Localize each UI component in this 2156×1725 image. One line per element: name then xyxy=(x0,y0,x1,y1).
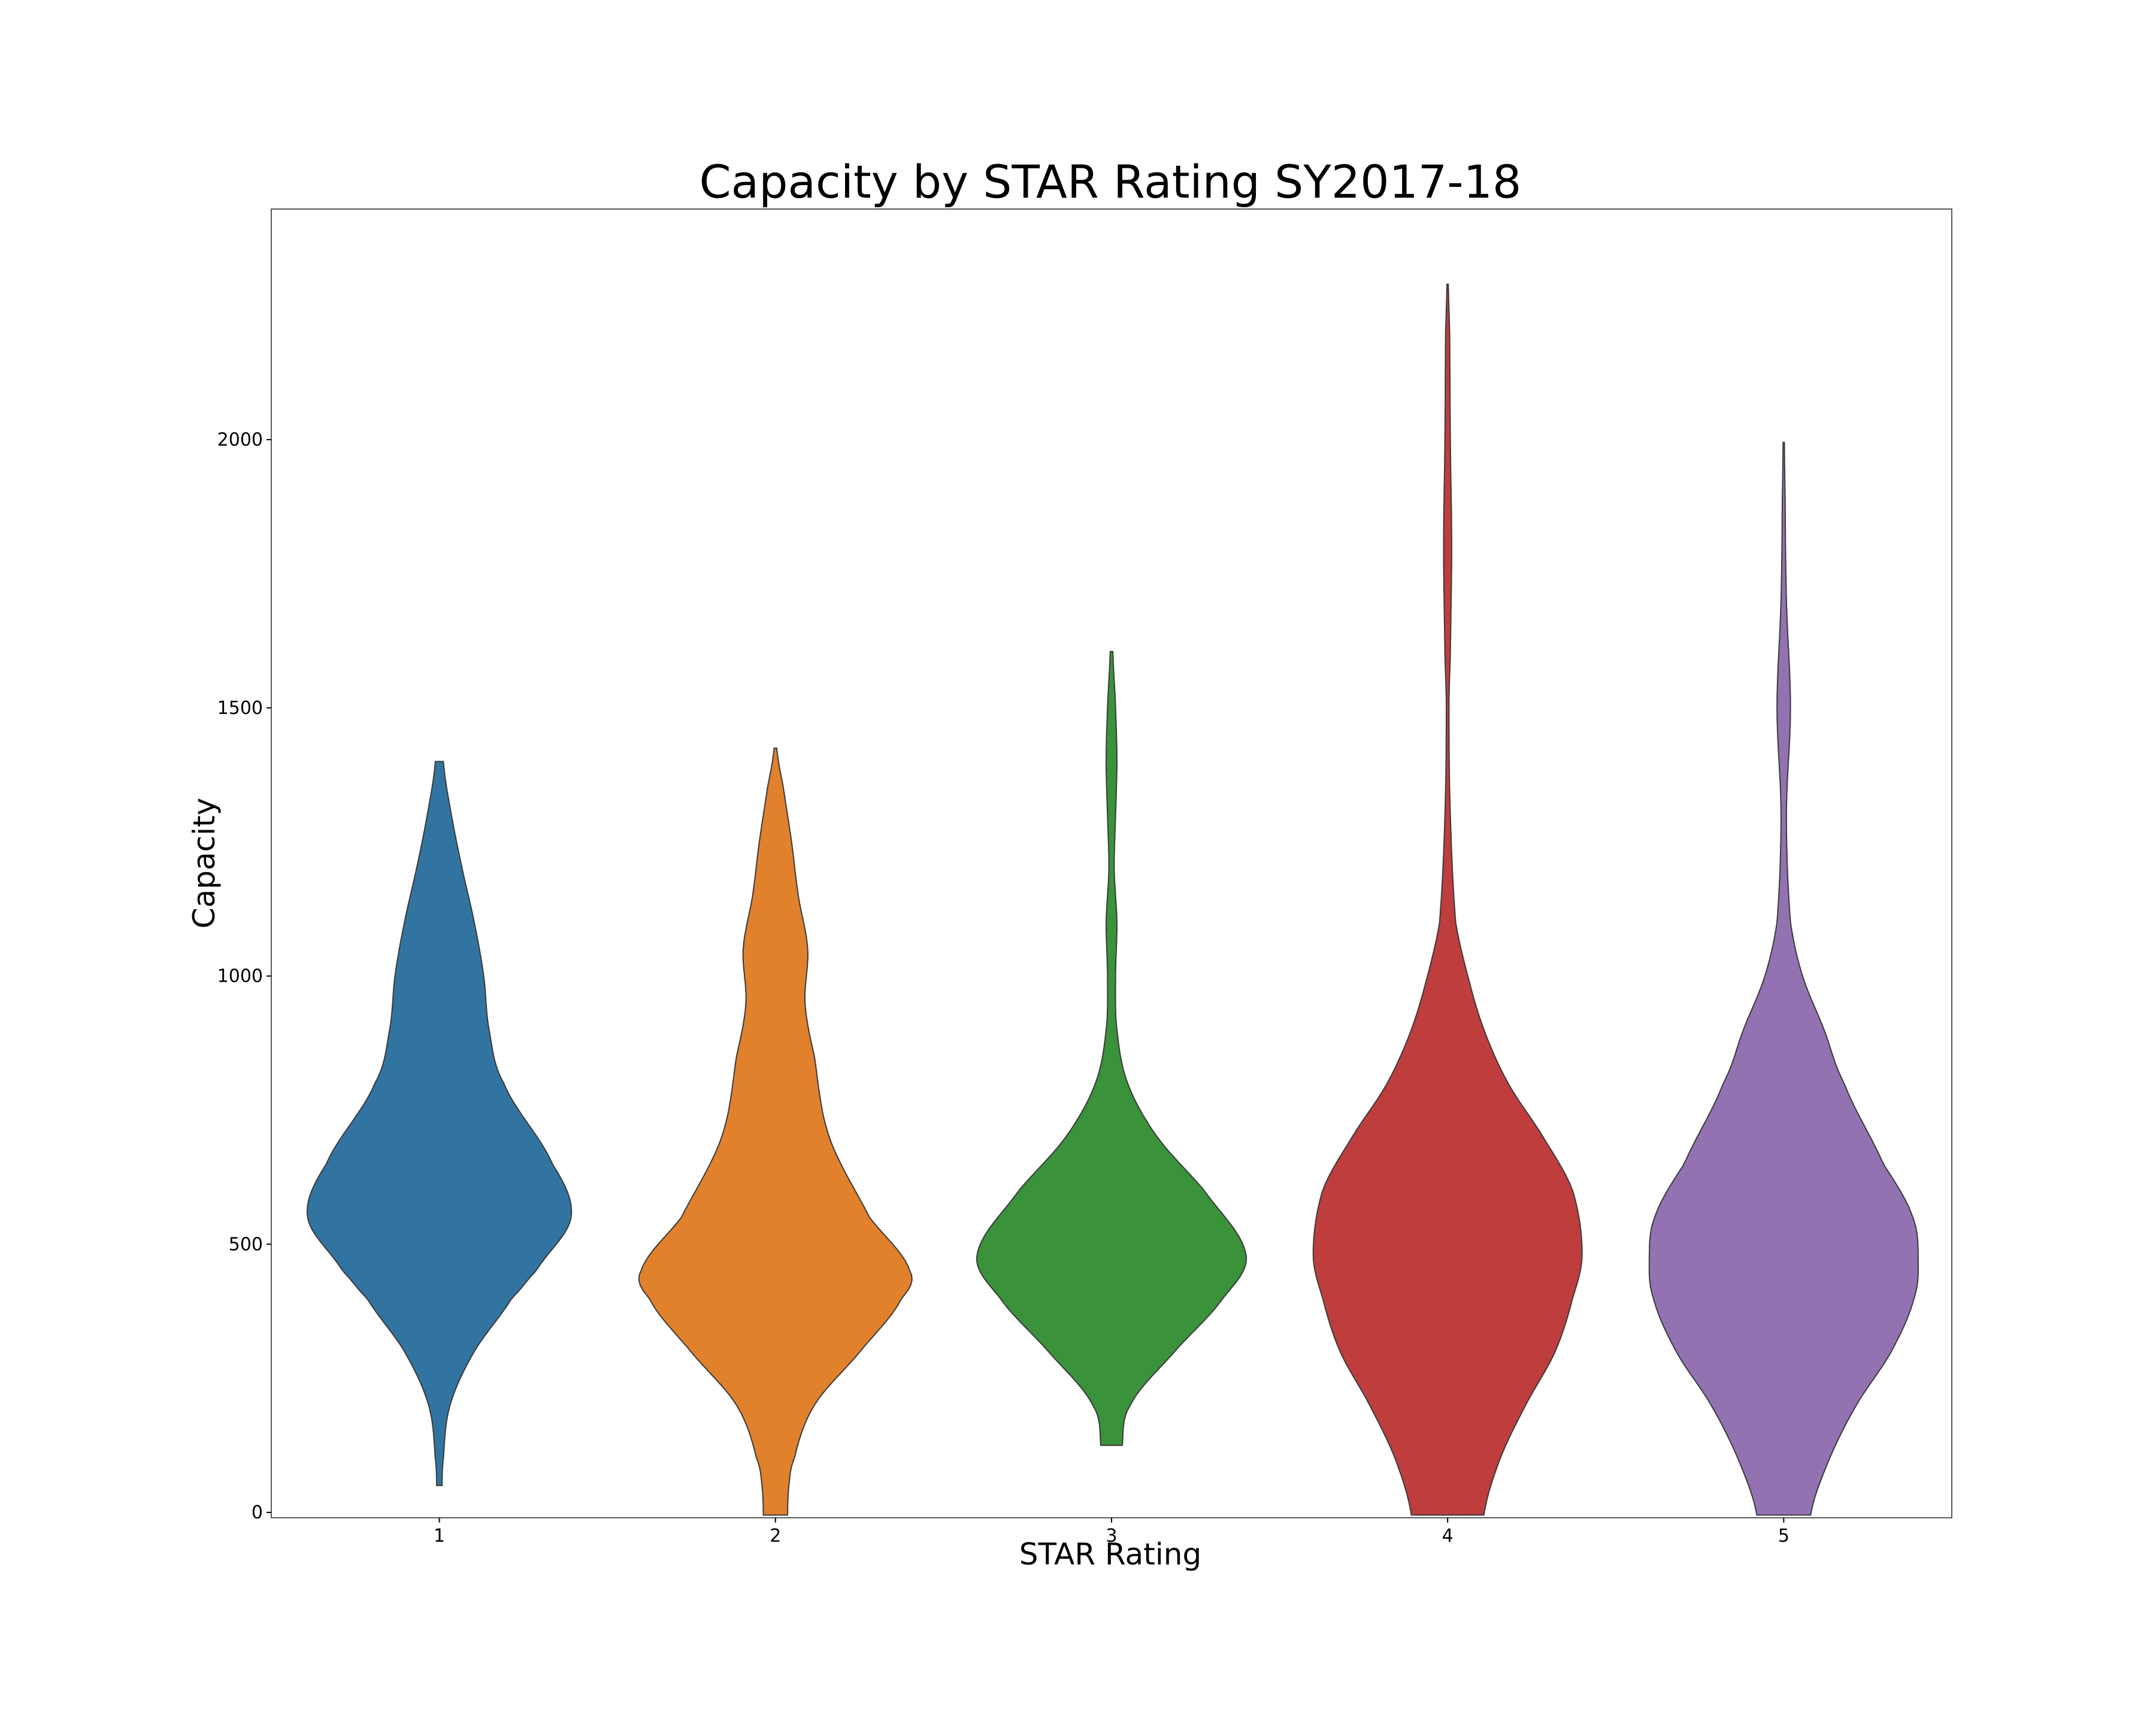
violin-group xyxy=(307,283,1919,1516)
violin-rating-2 xyxy=(638,748,913,1516)
x-axis-label: STAR Rating xyxy=(1019,1537,1201,1572)
violin-rating-5 xyxy=(1648,441,1919,1516)
violin-rating-4 xyxy=(1312,283,1583,1516)
x-axis-ticks: 1 2 3 4 5 xyxy=(434,1518,1789,1547)
y-tick-label: 0 xyxy=(252,1502,263,1523)
y-axis-ticks: 0 500 1000 1500 2000 xyxy=(217,429,271,1523)
y-tick-label: 500 xyxy=(229,1234,263,1255)
violin-rating-1 xyxy=(307,761,573,1487)
y-tick-label: 1000 xyxy=(217,966,263,987)
violin-rating-3 xyxy=(976,650,1247,1446)
y-axis-label: Capacity xyxy=(187,798,222,929)
y-tick-label: 2000 xyxy=(217,429,263,450)
x-tick-label: 4 xyxy=(1442,1526,1454,1547)
x-tick-label: 3 xyxy=(1106,1526,1117,1547)
y-tick-label: 1500 xyxy=(217,698,263,719)
x-tick-label: 2 xyxy=(770,1526,781,1547)
x-tick-label: 5 xyxy=(1778,1526,1789,1547)
x-tick-label: 1 xyxy=(434,1526,445,1547)
chart-title: Capacity by STAR Rating SY2017-18 xyxy=(700,155,1522,208)
